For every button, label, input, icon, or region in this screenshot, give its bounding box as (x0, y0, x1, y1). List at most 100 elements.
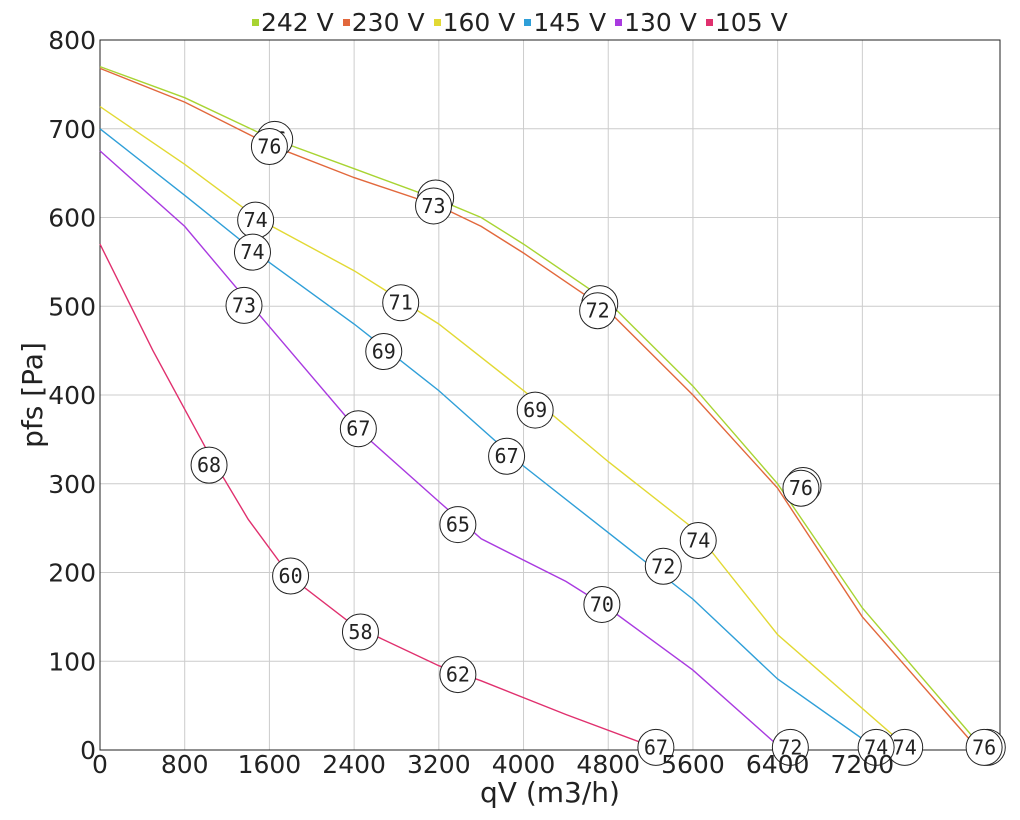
plot-frame (99, 39, 1001, 751)
marker-circle (190, 446, 228, 484)
y-tick-labels: 0 100 200 300 400 500 600 700 800 (48, 26, 96, 765)
marker-label: 69 (523, 398, 547, 422)
marker-circle (439, 656, 477, 694)
y-tick-label: 300 (48, 470, 96, 499)
marker-label: 67 (495, 444, 519, 468)
marker-label: 73 (232, 293, 256, 317)
marker-circle (637, 728, 675, 766)
x-tick-label: 7200 (831, 750, 895, 779)
efficiency-marker: 76 (965, 728, 1003, 766)
grid-lines (99, 39, 1000, 751)
legend-item-242-v[interactable]: 242 V (252, 8, 334, 37)
efficiency-marker: 72 (644, 547, 682, 585)
efficiency-marker: 72 (579, 292, 617, 330)
marker-label: 71 (389, 291, 413, 315)
marker-circle (782, 469, 820, 507)
marker-circle (644, 547, 682, 585)
x-tick-label: 6400 (746, 750, 810, 779)
series-line-242-v (99, 65, 985, 751)
marker-label: 74 (864, 735, 888, 759)
marker-label: 65 (446, 513, 470, 537)
legend-label: 160 V (442, 7, 516, 37)
efficiency-marker: 69 (516, 391, 554, 429)
marker-label: 76 (972, 735, 996, 759)
marker-circle (439, 506, 477, 544)
efficiency-marker: 72 (771, 728, 809, 766)
marker-circle (771, 728, 809, 766)
y-tick-label: 200 (48, 559, 96, 588)
efficiency-marker: 65 (439, 506, 477, 544)
x-tick-label: 2400 (322, 750, 386, 779)
marker-circle (579, 292, 617, 330)
efficiency-marker: 68 (190, 446, 228, 484)
marker-label: 74 (244, 208, 268, 232)
x-tick-label: 800 (161, 750, 209, 779)
marker-label: 67 (644, 735, 668, 759)
efficiency-marker: 58 (341, 613, 379, 651)
series-line-160-v (99, 106, 911, 751)
marker-circle (679, 522, 717, 560)
marker-label: 69 (372, 340, 396, 364)
marker-circle (382, 284, 420, 322)
efficiency-marker: 60 (272, 557, 310, 595)
efficiency-marker: 69 (365, 333, 403, 371)
marker-circle (365, 333, 403, 371)
legend: 242 V 230 V 160 V 145 V 130 V 105 V (252, 6, 797, 38)
x-tick-label: 1600 (238, 750, 302, 779)
y-tick-label: 700 (48, 115, 96, 144)
y-tick-label: 0 (80, 736, 96, 765)
efficiency-marker: 76 (250, 128, 288, 165)
efficiency-marker: 74 (233, 233, 271, 271)
legend-swatch (524, 18, 532, 26)
legend-item-105-v[interactable]: 105 V (705, 7, 788, 37)
efficiency-marker: 74 (679, 522, 717, 560)
efficiency-marker: 70 (583, 585, 621, 623)
legend-item-145-v[interactable]: 145 V (524, 8, 606, 37)
marker-label: 60 (279, 564, 303, 588)
marker-label: 76 (789, 476, 813, 500)
marker-circle (583, 585, 621, 623)
marker-circle (225, 286, 263, 324)
legend-item-160-v[interactable]: 160 V (433, 7, 516, 37)
y-tick-label: 800 (48, 26, 96, 55)
marker-circle (272, 557, 310, 595)
legend-swatch (252, 18, 259, 26)
efficiency-marker: 67 (488, 437, 526, 475)
legend-label: 130 V (624, 7, 697, 37)
x-axis-title: qV (m3/h) (480, 776, 620, 809)
series-line-145-v (99, 128, 879, 751)
marker-circle (857, 728, 895, 766)
legend-item-130-v[interactable]: 130 V (615, 8, 697, 37)
marker-label: 73 (421, 194, 445, 218)
marker-circle (415, 187, 453, 225)
efficiency-marker: 73 (225, 286, 263, 324)
legend-item-230-v[interactable]: 230 V (342, 7, 425, 37)
legend-label: 230 V (351, 7, 425, 37)
marker-circle (339, 410, 377, 448)
marker-label: 72 (651, 554, 675, 578)
marker-circle (488, 437, 526, 475)
marker-label: 68 (197, 453, 221, 477)
marker-circle (250, 128, 288, 165)
legend-label: 105 V (714, 7, 788, 37)
x-tick-label: 4800 (576, 750, 640, 779)
efficiency-marker: 71 (382, 284, 420, 322)
y-tick-label: 600 (48, 204, 96, 233)
series-line-105-v (99, 243, 662, 751)
legend-swatch (705, 18, 713, 26)
y-tick-label: 400 (48, 381, 96, 410)
marker-label: 62 (446, 663, 470, 687)
marker-label: 74 (893, 735, 917, 759)
x-tick-label: 3200 (407, 750, 471, 779)
marker-label: 74 (686, 529, 710, 553)
marker-label: 70 (590, 592, 614, 616)
x-tick-label: 4000 (492, 750, 556, 779)
efficiency-marker: 74 (237, 201, 275, 239)
marker-label: 76 (257, 135, 281, 159)
y-axis-title: pfs [Pa] (16, 342, 49, 448)
efficiency-marker: 62 (439, 656, 477, 694)
legend-swatch (342, 18, 350, 26)
marker-circle (233, 233, 271, 271)
efficiency-marker: 67 (339, 410, 377, 448)
